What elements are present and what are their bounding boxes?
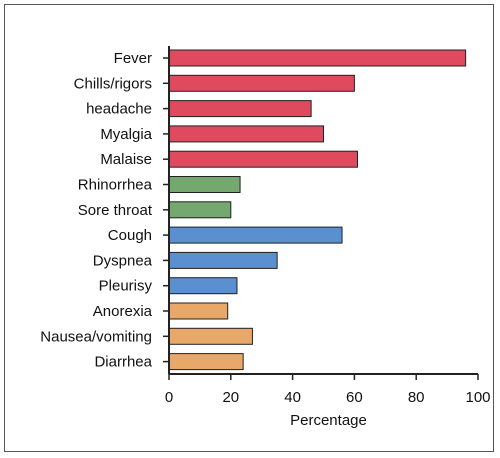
- category-label: Malaise: [100, 151, 152, 168]
- category-label: Sore throat: [78, 202, 153, 219]
- category-label: Fever: [114, 50, 152, 67]
- bar-chills-rigors: [168, 74, 355, 92]
- bar-pleurisy: [168, 277, 238, 295]
- bar-dyspnea: [168, 251, 278, 269]
- bar-nausea-vomiting: [168, 327, 253, 345]
- category-label: Myalgia: [100, 126, 152, 143]
- bar-sore-throat: [168, 201, 232, 219]
- x-tick-label: 40: [284, 389, 301, 406]
- x-axis-label: Percentage: [290, 412, 367, 429]
- category-label: Diarrhea: [94, 354, 152, 371]
- category-label: Dyspnea: [93, 252, 153, 269]
- category-label: Anorexia: [93, 303, 153, 320]
- bars-group: [168, 49, 467, 371]
- category-labels: Fever Chills/rigors headache Myalgia Malaise…: [40, 50, 169, 371]
- bar-cough: [168, 226, 343, 244]
- category-label: Chills/rigors: [74, 75, 152, 92]
- x-ticks: 0 20 40 60 80 100: [165, 374, 491, 406]
- x-tick-label: 0: [165, 389, 173, 406]
- bar-diarrhea: [168, 353, 244, 371]
- bar-headache: [168, 100, 312, 118]
- category-label: Pleurisy: [99, 278, 153, 295]
- category-label: headache: [86, 101, 152, 118]
- x-tick-label: 80: [408, 389, 425, 406]
- x-tick-label: 20: [222, 389, 239, 406]
- bar-myalgia: [168, 125, 324, 143]
- x-tick-label: 100: [465, 389, 490, 406]
- category-label: Rhinorrhea: [78, 177, 153, 194]
- bar-anorexia: [168, 302, 229, 320]
- category-label: Nausea/vomiting: [40, 328, 152, 345]
- bar-malaise: [168, 150, 358, 168]
- bar-fever: [168, 49, 467, 67]
- x-tick-label: 60: [346, 389, 363, 406]
- bar-rhinorrhea: [168, 176, 241, 193]
- category-label: Cough: [108, 227, 152, 244]
